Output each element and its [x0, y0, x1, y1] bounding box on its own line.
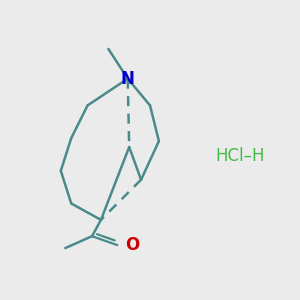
Text: N: N	[121, 70, 135, 88]
Text: HCl–H: HCl–H	[215, 147, 265, 165]
Text: O: O	[125, 236, 139, 254]
